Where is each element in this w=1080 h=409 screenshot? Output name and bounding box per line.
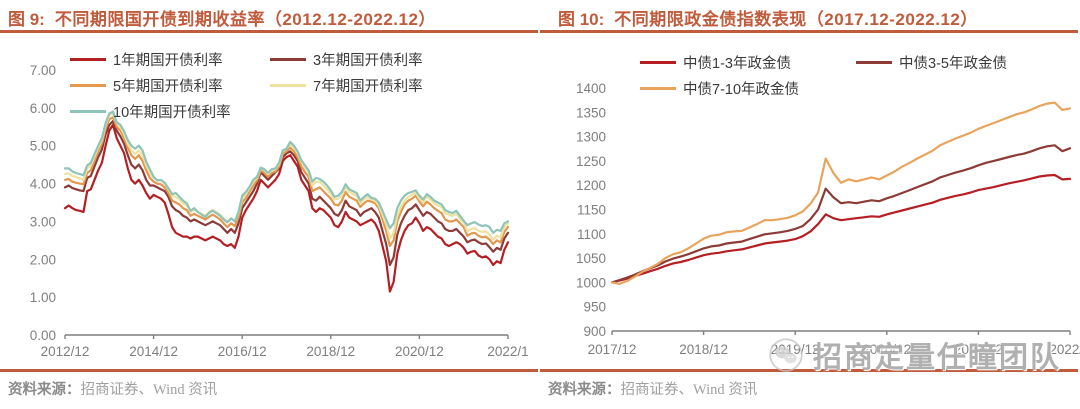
- x-axis-tick-label: 2020/12: [395, 344, 444, 359]
- x-axis-tick-label: 2020/12: [862, 342, 911, 357]
- y-axis-tick-label: 2.00: [30, 252, 56, 267]
- series-10yr: [63, 110, 510, 234]
- y-axis-tick-label: 6.00: [30, 101, 56, 116]
- legend-label: 7年期国开债利率: [313, 78, 423, 95]
- figure-9-source-note: 资料来源：招商证券、Wind 资讯: [0, 369, 538, 407]
- legend-label: 中债7-10年政金债: [683, 81, 800, 98]
- legend-item-cdb-3-5yr: 中债3-5年政金债: [856, 49, 1072, 75]
- x-axis-tick-label: 2018/12: [306, 344, 355, 359]
- x-axis-tick-label: 2016/12: [218, 344, 267, 359]
- y-axis-tick-label: 900: [583, 324, 606, 339]
- y-axis-tick-label: 1400: [576, 81, 606, 96]
- figure-10-title: 图 10: 不同期限政金债指数表现（2017.12-2022.12）: [540, 0, 1078, 33]
- source-label: 资料来源：: [8, 382, 81, 398]
- yield-line-chart: 0.00 1.00 2.00 3.00 4.00 5.00 6.00 7.00 2012/12 2…: [30, 63, 529, 359]
- figure-9-title: 图 9: 不同期限国开债到期收益率（2012.12-2022.12）: [0, 0, 538, 33]
- legend-label: 3年期国开债利率: [313, 52, 423, 69]
- y-axis-tick-label: 1050: [576, 251, 606, 266]
- figure-10-number: 图 10:: [558, 9, 605, 29]
- legend-swatch: [70, 57, 106, 61]
- y-axis-tick-label: 1.00: [30, 290, 56, 305]
- legend-label: 10年期国开债利率: [113, 104, 231, 121]
- y-axis-tick-label: 1150: [577, 203, 606, 218]
- y-axis-tick-label: 4.00: [30, 177, 56, 192]
- figure-10-title-text: 不同期限政金债指数表现（2017.12-2022.12）: [614, 9, 978, 29]
- series-cdb-7-10yr: [610, 101, 1072, 285]
- x-axis-tick-label: 2014/12: [129, 344, 178, 359]
- legend-swatch: [270, 57, 306, 61]
- figure-9-number: 图 9:: [8, 9, 45, 29]
- figure-10-legend: 中债1-3年政金债 中债3-5年政金债中债7-10年政金债: [640, 49, 1076, 101]
- legend-item-7yr: 7年期国开债利率: [270, 72, 470, 98]
- y-axis-tick-label: 7.00: [30, 63, 56, 78]
- x-axis-tick-label: 2021/12: [954, 342, 1003, 357]
- x-axis-tick-label: 2022/1: [487, 344, 528, 359]
- x-axis-tick-label: 2019/12: [771, 342, 820, 357]
- figure-10-source-note: 资料来源：招商证券、Wind 资讯: [540, 369, 1078, 407]
- y-axis-tick-label: 1350: [576, 105, 606, 120]
- legend-swatch: [70, 83, 106, 87]
- x-axis-tick-label: 2018/12: [679, 342, 728, 357]
- y-axis-tick-label: 950: [583, 300, 606, 315]
- x-axis-tick-label: 2022/1: [1049, 342, 1080, 357]
- legend-item-5yr: 5年期国开债利率: [70, 72, 270, 98]
- y-axis-tick-label: 0.00: [30, 328, 56, 343]
- series-cdb-1-3yr: [610, 173, 1072, 284]
- x-axis-tick-label: 2017/12: [588, 342, 637, 357]
- legend-swatch: [640, 60, 676, 64]
- y-axis-tick-label: 1200: [576, 178, 606, 193]
- x-axis-tick-label: 2012/12: [41, 344, 90, 359]
- series-5yr: [63, 116, 510, 248]
- legend-swatch: [640, 86, 676, 90]
- legend-item-cdb-1-3yr: 中债1-3年政金债: [640, 49, 856, 75]
- series-cdb-3-5yr: [610, 144, 1072, 284]
- series-3yr: [63, 119, 510, 267]
- legend-swatch: [270, 83, 306, 87]
- legend-item-10yr: 10年期国开债利率: [70, 98, 270, 124]
- index-line-chart: 900 950 1000 1050 1100 1150 1200 1250 1300 1350 14…: [576, 81, 1080, 357]
- legend-item-cdb-7-10yr: 中债7-10年政金债: [640, 75, 856, 101]
- legend-label: 1年期国开债利率: [113, 52, 223, 69]
- y-axis-tick-label: 1300: [576, 130, 606, 145]
- series-1yr: [63, 123, 510, 293]
- legend-item-3yr: 3年期国开债利率: [270, 46, 470, 72]
- source-text: 招商证券、Wind 资讯: [620, 382, 758, 398]
- y-axis-tick-label: 5.00: [30, 139, 56, 154]
- y-axis-tick-label: 1000: [576, 275, 606, 290]
- legend-swatch: [856, 60, 892, 64]
- legend-label: 中债3-5年政金债: [899, 55, 1007, 72]
- figure-9-title-text: 不同期限国开债到期收益率（2012.12-2022.12）: [54, 9, 436, 29]
- figure-9-panel: 图 9: 不同期限国开债到期收益率（2012.12-2022.12） 0.00 1…: [0, 0, 538, 407]
- y-axis-tick-label: 1250: [576, 154, 606, 169]
- legend-label: 5年期国开债利率: [113, 78, 223, 95]
- legend-item-1yr: 1年期国开债利率: [70, 46, 270, 72]
- y-axis-tick-label: 3.00: [30, 214, 56, 229]
- source-label: 资料来源：: [548, 382, 621, 398]
- legend-swatch: [70, 109, 106, 113]
- figure-9-legend: 1年期国开债利率 3年期国开债利率 5年期国开债利率 7年期国开债利率 10年期国开债利…: [70, 46, 474, 124]
- legend-label: 中债1-3年政金债: [683, 55, 791, 72]
- figure-10-panel: 图 10: 不同期限政金债指数表现（2017.12-2022.12） 900 95…: [540, 0, 1080, 409]
- y-axis-tick-label: 1100: [577, 227, 606, 242]
- source-text: 招商证券、Wind 资讯: [80, 382, 218, 398]
